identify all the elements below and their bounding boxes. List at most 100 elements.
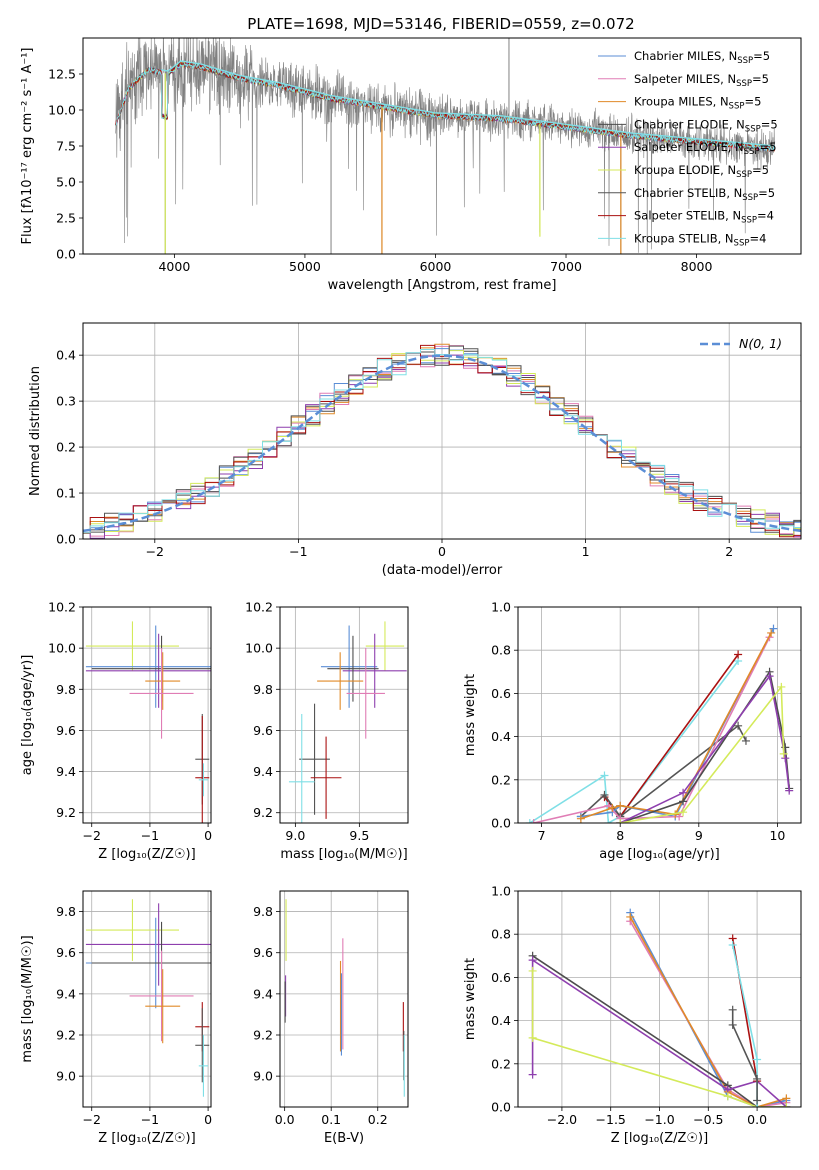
x-tick-label: 9 bbox=[695, 828, 703, 843]
series-marker bbox=[576, 814, 585, 823]
legend-sub: SSP bbox=[745, 124, 761, 134]
x-tick-label: 0 bbox=[438, 544, 446, 559]
axes-frame bbox=[82, 37, 802, 255]
series-marker bbox=[734, 721, 743, 730]
chart-mass_vs_Z: −2 −1 0 9.0 9.2 9.4 9.6 9.8 Z [log₁₀(Z/Z☉)] mass … bbox=[20, 890, 212, 1146]
chart-residual_hist: −2 −1 0 1 2 0.0 0.1 0.2 0.3 0.4 (data-model)/error… bbox=[28, 322, 802, 578]
plot-area-mass_vs_ebv bbox=[280, 891, 408, 1107]
plot-area-mass_weight_vs_age bbox=[518, 607, 801, 823]
x-tick-label: −1.5 bbox=[596, 1112, 626, 1127]
series-marker bbox=[608, 803, 617, 812]
series-marker bbox=[616, 801, 625, 810]
errorbar-kroupa_elodie bbox=[85, 621, 179, 671]
errorbar-kroupa_miles bbox=[145, 969, 181, 1044]
hist-step-salpeter_elodie bbox=[83, 352, 801, 539]
x-tick-label: 7 bbox=[538, 828, 546, 843]
y-tick-label: 10.2 bbox=[245, 600, 273, 615]
x-tick-label: −2.0 bbox=[547, 1112, 577, 1127]
legend-tail: =5 bbox=[752, 163, 769, 177]
series-marker bbox=[528, 966, 537, 975]
series-marker bbox=[765, 672, 774, 681]
errorbar-kroupa_elodie bbox=[365, 621, 405, 671]
y-tick-label: 0.2 bbox=[491, 772, 511, 787]
y-tick-label: 9.8 bbox=[56, 904, 76, 919]
x-tick-label: 0 bbox=[204, 1112, 212, 1127]
y-tick-label: 9.0 bbox=[56, 1069, 76, 1084]
model-line-kroupa_stelib bbox=[115, 62, 775, 152]
errorbar-chabrier_stelib bbox=[195, 1008, 210, 1083]
series-marker bbox=[734, 650, 743, 659]
plot-area-spectrum bbox=[115, 38, 776, 254]
legend-text: Salpeter MILES, N bbox=[634, 72, 736, 86]
axes-frame bbox=[517, 606, 802, 824]
legend-sub: SSP bbox=[742, 193, 758, 203]
y-tick-label: 10.0 bbox=[48, 103, 76, 118]
series-marker bbox=[782, 1094, 791, 1103]
errorbar-kroupa_elodie bbox=[85, 899, 179, 961]
hist-step-kroupa_stelib bbox=[83, 349, 801, 534]
errorbar-chabrier_elodie bbox=[327, 635, 379, 702]
x-tick-label: 8 bbox=[616, 828, 624, 843]
legend-tail: =5 bbox=[753, 49, 770, 63]
x-tick-label: 0.0 bbox=[747, 1112, 767, 1127]
y-tick-label: 9.4 bbox=[56, 764, 76, 779]
x-tick-label: −1 bbox=[289, 544, 307, 559]
legend-text: Chabrier STELIB, N bbox=[634, 186, 742, 200]
legend-sub: SSP bbox=[736, 170, 752, 180]
x-tick-label: 10 bbox=[769, 828, 785, 843]
x-tick-label: −2 bbox=[146, 544, 164, 559]
y-tick-label: 7.5 bbox=[56, 139, 76, 154]
errorbar-kroupa_stelib bbox=[198, 763, 209, 797]
plot-area-mass_weight_vs_Z bbox=[518, 891, 801, 1107]
series-marker bbox=[728, 1020, 737, 1029]
errorbar-salpeter_miles bbox=[346, 648, 385, 739]
x-tick-label: 0.0 bbox=[275, 1112, 295, 1127]
chart-spectrum: 4000 5000 6000 7000 8000 0.0 2.5 5.0 7.5 10.0 12.5… bbox=[20, 37, 802, 293]
y-tick-label: 9.0 bbox=[253, 1069, 273, 1084]
y-tick-label: 9.6 bbox=[253, 945, 273, 960]
axes-frame bbox=[82, 322, 802, 540]
y-tick-label: 0.2 bbox=[491, 1056, 511, 1071]
errorbar-salpeter_stelib bbox=[310, 736, 342, 819]
plot-area-age_vs_mass bbox=[280, 607, 408, 823]
y-axis-label: mass weight bbox=[463, 674, 478, 756]
series-line-kroupa_stelib bbox=[529, 660, 739, 823]
hist-step-kroupa_miles bbox=[83, 343, 801, 534]
x-tick-label: 0.1 bbox=[321, 1112, 341, 1127]
chart-mass_vs_ebv: 0.0 0.1 0.2 9.0 9.2 9.4 9.6 9.8 E(B-V) bbox=[253, 890, 409, 1146]
figure-title: PLATE=1698, MJD=53146, FIBERID=0559, z=0… bbox=[247, 15, 634, 33]
x-tick-label: 1 bbox=[582, 544, 590, 559]
legend-text: Kroupa MILES, N bbox=[634, 95, 729, 109]
series-marker bbox=[767, 628, 776, 637]
legend-text: Kroupa ELODIE, N bbox=[634, 163, 736, 177]
series-line-chabrier_elodie bbox=[532, 955, 787, 1107]
y-tick-label: 1.0 bbox=[491, 600, 511, 615]
y-tick-label: 9.2 bbox=[253, 805, 273, 820]
x-tick-label: −0.5 bbox=[693, 1112, 723, 1127]
legend-entry: Chabrier MILES, NSSP=5 bbox=[634, 49, 770, 66]
series-marker bbox=[769, 624, 778, 633]
legend-text: Salpeter ELODIE, N bbox=[634, 140, 744, 154]
series-line-kroupa_miles bbox=[629, 916, 787, 1107]
y-tick-label: 10.2 bbox=[48, 600, 76, 615]
y-tick-label: 0.4 bbox=[491, 729, 511, 744]
legend-entry: Chabrier ELODIE, NSSP=5 bbox=[634, 117, 778, 134]
x-axis-label: wavelength [Angstrom, rest frame] bbox=[328, 278, 557, 293]
y-tick-label: 9.2 bbox=[253, 1028, 273, 1043]
normal-legend-label: N(0, 1) bbox=[739, 336, 782, 351]
legend-tail: =5 bbox=[752, 72, 769, 86]
y-tick-label: 2.5 bbox=[56, 211, 76, 226]
legend-entry: Salpeter MILES, NSSP=5 bbox=[634, 72, 769, 89]
x-tick-label: −2 bbox=[83, 828, 101, 843]
legend-text: Salpeter STELIB, N bbox=[634, 209, 741, 223]
y-tick-label: 10.0 bbox=[48, 641, 76, 656]
x-tick-label: 8000 bbox=[681, 259, 713, 274]
legend-tail: =5 bbox=[760, 140, 777, 154]
hist-step-salpeter_miles bbox=[83, 345, 801, 538]
y-tick-label: 9.8 bbox=[253, 682, 273, 697]
x-axis-label: Z [log₁₀(Z/Z☉)] bbox=[98, 1131, 195, 1146]
errorbar-chabrier_miles bbox=[85, 625, 211, 708]
series-marker bbox=[753, 1074, 762, 1083]
legend-sub: SSP bbox=[729, 102, 745, 112]
